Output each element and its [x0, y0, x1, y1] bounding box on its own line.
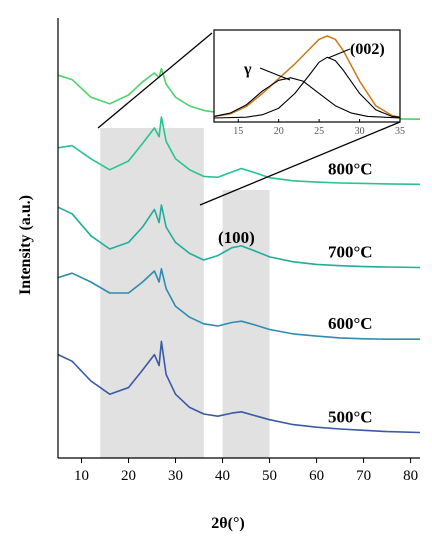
x-tick-label-50: 50 [262, 468, 277, 484]
x-tick-label-30: 30 [168, 468, 183, 484]
inset-series-lines [213, 35, 401, 119]
zoom-connector-right [199, 121, 401, 206]
inset-gamma-pointer [259, 67, 291, 81]
y-axis-title: Intensity (a.u.) [17, 195, 34, 295]
inset-series-line-1 [213, 35, 401, 118]
inset-x-tick-label-15: 15 [233, 126, 243, 137]
x-ticks: 10 20 30 40 50 60 70 80 [74, 458, 418, 484]
x-tick-label-80: 80 [403, 468, 418, 484]
series-label-4: 600°C [328, 314, 373, 333]
x-tick-label-70: 70 [356, 468, 371, 484]
series-line-4 [57, 268, 420, 340]
inset-002-pointer [327, 48, 351, 59]
inset-plot: 15 20 25 30 35 γ (002) [213, 29, 405, 137]
series-line-5 [57, 340, 421, 434]
x-tick-label-10: 10 [74, 468, 89, 484]
inset-x-tick-label-20: 20 [274, 126, 284, 137]
inset-series-line-3 [213, 56, 401, 119]
series-line-3 [57, 204, 421, 269]
x-axis-title: 2θ(°) [211, 515, 244, 532]
x-tick-label-60: 60 [309, 468, 324, 484]
inset-x-tick-label-25: 25 [314, 126, 324, 137]
inset-x-tick-label-35: 35 [395, 126, 405, 137]
main-axes [57, 18, 420, 459]
inset-label-gamma: γ [243, 61, 252, 78]
zoom-connector-left [97, 32, 213, 129]
peak-label-100: (100) [218, 228, 255, 247]
series-label-3: 700°C [328, 243, 373, 262]
inset-x-tick-label-30: 30 [355, 126, 365, 137]
main-series-lines [57, 67, 421, 434]
x-tick-label-40: 40 [215, 468, 230, 484]
inset-label-002: (002) [350, 41, 385, 58]
inset-x-ticks: 15 20 25 30 35 [233, 119, 405, 137]
inset-series-line-2 [213, 77, 401, 119]
series-line-2 [57, 116, 421, 186]
series-label-5: 500°C [328, 408, 373, 427]
x-tick-label-20: 20 [121, 468, 136, 484]
series-label-2: 800°C [328, 159, 373, 178]
